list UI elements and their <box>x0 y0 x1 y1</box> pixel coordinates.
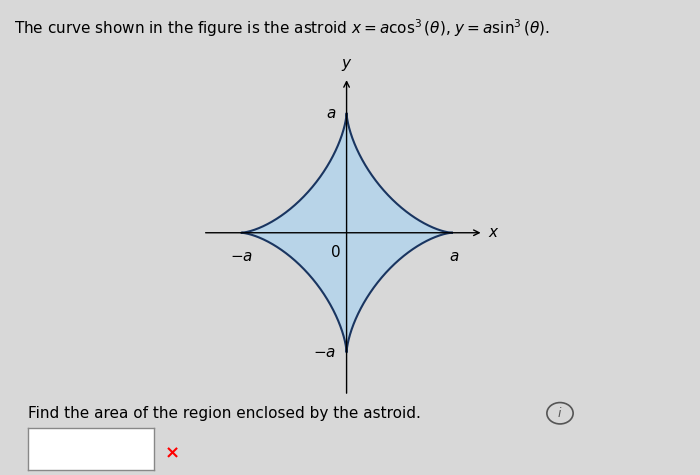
Text: $x$: $x$ <box>488 225 499 240</box>
Polygon shape <box>241 113 452 352</box>
Text: $-a$: $-a$ <box>230 249 253 265</box>
Text: Find the area of the region enclosed by the astroid.: Find the area of the region enclosed by … <box>28 406 421 421</box>
Text: $-a$: $-a$ <box>313 345 336 360</box>
Text: $0$: $0$ <box>330 244 340 259</box>
Text: ×: × <box>164 445 180 463</box>
Text: $a$: $a$ <box>326 105 336 121</box>
Text: $a$: $a$ <box>449 249 459 265</box>
Text: The curve shown in the figure is the astroid $x = a\cos^3(\theta)$, $y = a\sin^3: The curve shown in the figure is the ast… <box>14 18 550 39</box>
Text: $y$: $y$ <box>341 57 352 73</box>
Text: $i$: $i$ <box>557 406 563 420</box>
